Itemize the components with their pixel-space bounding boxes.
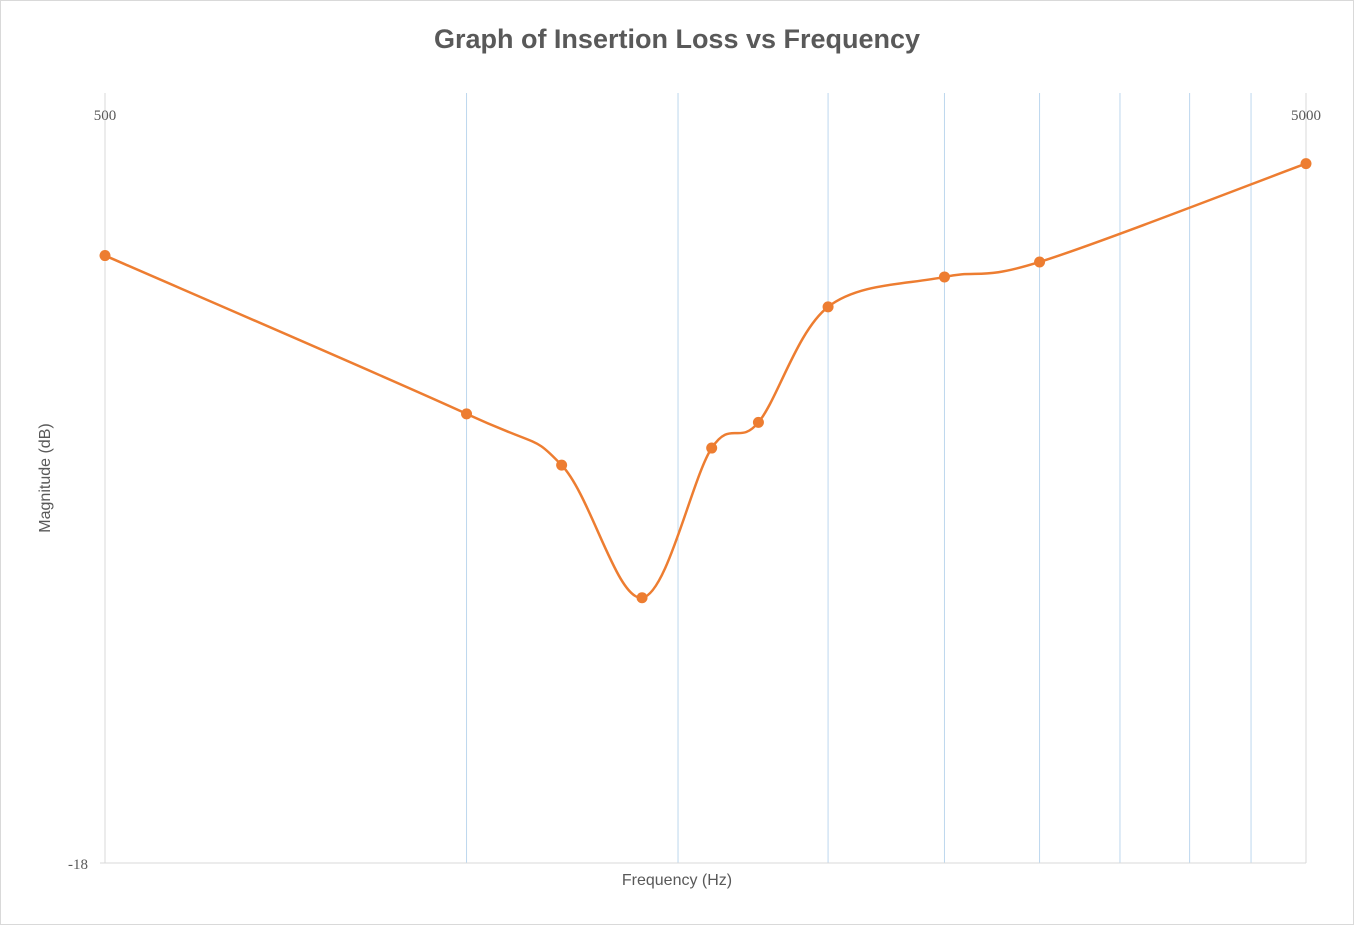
data-point-5: [752, 416, 764, 428]
data-point-3: [636, 592, 648, 604]
x-axis-label: Frequency (Hz): [621, 872, 733, 889]
data-point-6: [822, 301, 834, 313]
series-line-0: [104, 162, 1307, 600]
x-tick-label-0: 500: [94, 108, 117, 124]
data-point-8: [1034, 256, 1046, 268]
data-point-4: [706, 442, 718, 454]
data-point-1: [461, 408, 473, 420]
data-point-2: [556, 459, 568, 471]
x-tick-label-1: 5000: [1291, 108, 1321, 124]
data-point-0: [99, 250, 111, 262]
data-point-7: [938, 271, 950, 283]
y-tick-label-0: -18: [68, 857, 88, 873]
chart-title: Graph of Insertion Loss vs Frequency: [433, 24, 921, 54]
data-point-9: [1300, 158, 1312, 170]
